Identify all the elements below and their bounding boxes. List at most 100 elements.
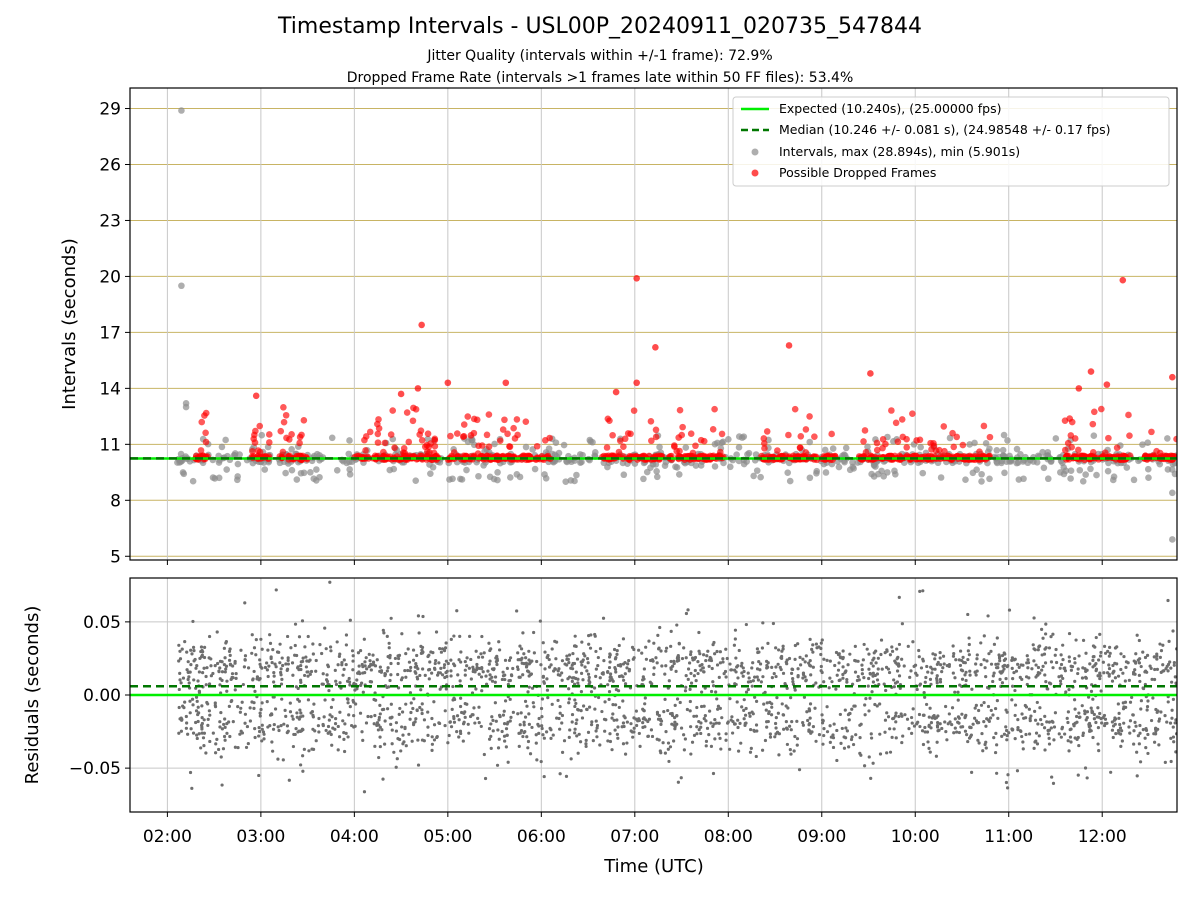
residual-point: [869, 661, 873, 665]
residual-point: [940, 726, 944, 731]
residual-point: [1073, 736, 1077, 740]
residual-point: [991, 674, 995, 678]
residual-point: [516, 651, 520, 655]
dropped-frame-point: [791, 405, 799, 413]
x-tick-label: 04:00: [330, 827, 379, 847]
residual-point: [234, 676, 238, 680]
residual-point: [700, 690, 704, 694]
residual-point: [697, 630, 701, 635]
residual-point: [714, 721, 719, 725]
residual-point: [608, 732, 612, 736]
residual-point: [382, 631, 386, 635]
residual-point: [525, 735, 529, 739]
residual-point: [683, 689, 688, 693]
residual-point: [262, 732, 266, 736]
residual-point: [1076, 667, 1080, 671]
residual-point: [532, 630, 536, 635]
residual-point: [575, 734, 579, 738]
interval-point: [714, 439, 721, 447]
residual-point: [716, 704, 721, 708]
residual-point: [1076, 773, 1080, 777]
residual-point: [1121, 671, 1125, 675]
residual-point: [1028, 719, 1032, 723]
residual-point: [314, 658, 318, 663]
residual-point: [1139, 664, 1143, 669]
residual-point: [1038, 706, 1042, 710]
residual-point: [191, 645, 196, 649]
residual-point: [396, 661, 400, 666]
residual-point: [183, 640, 187, 644]
residual-point: [177, 731, 181, 735]
residual-point: [754, 723, 759, 727]
residual-point: [909, 715, 914, 720]
interval-point: [661, 462, 669, 469]
residual-point: [659, 719, 664, 723]
interval-point: [829, 445, 837, 452]
residual-point: [845, 729, 849, 733]
residual-point: [763, 738, 768, 743]
residual-point: [1131, 713, 1135, 717]
residual-point: [676, 656, 680, 660]
residual-point: [984, 746, 988, 750]
residual-point: [956, 715, 961, 719]
residual-point: [770, 676, 774, 680]
residual-point: [280, 677, 284, 681]
residual-point: [1073, 707, 1077, 711]
residual-point: [615, 718, 619, 722]
residual-point: [850, 735, 854, 739]
dropped-frame-point: [473, 416, 481, 424]
residual-point: [430, 748, 434, 752]
residual-point: [606, 683, 610, 687]
residual-point: [825, 658, 829, 662]
residual-point: [412, 697, 416, 701]
residual-point: [746, 687, 750, 692]
residual-point: [641, 717, 645, 721]
residual-point: [418, 673, 422, 678]
residual-point: [756, 678, 761, 682]
residual-point: [699, 721, 703, 725]
residual-point: [289, 646, 293, 650]
residual-point: [475, 662, 479, 667]
residual-point: [400, 632, 404, 636]
residual-point: [283, 708, 287, 712]
residual-point: [240, 700, 244, 704]
interval-point: [1067, 467, 1075, 474]
residual-point: [1067, 655, 1071, 659]
residual-point: [706, 649, 710, 653]
residual-point: [378, 744, 382, 749]
residual-point: [313, 729, 317, 733]
dropped-frame-point: [280, 418, 288, 426]
residual-point: [893, 681, 898, 685]
residual-point: [747, 676, 751, 680]
residual-point: [883, 730, 887, 734]
residual-point: [311, 642, 315, 646]
legend-intervals-label: Intervals, max (28.894s), min (5.901s): [779, 144, 1020, 159]
interval-point: [231, 452, 239, 459]
x-tick-label: 06:00: [517, 827, 566, 847]
residual-point: [1138, 723, 1142, 728]
residual-point: [1167, 639, 1171, 643]
residual-point: [523, 715, 528, 719]
residual-point: [192, 678, 196, 682]
residual-point: [862, 676, 866, 680]
residual-point: [859, 753, 863, 757]
residual-point: [476, 716, 480, 720]
residual-point: [1016, 718, 1020, 722]
residual-point: [540, 726, 544, 731]
residual-point: [851, 742, 856, 747]
residual-point: [700, 704, 704, 709]
residual-point: [989, 708, 993, 713]
residual-point: [477, 655, 481, 659]
residual-point: [231, 675, 235, 680]
residual-point: [468, 714, 473, 719]
residual-point: [1134, 661, 1138, 665]
residual-point: [675, 697, 680, 701]
residual-point: [953, 726, 957, 730]
interval-point: [531, 465, 539, 473]
residual-point: [1091, 658, 1095, 663]
residual-point: [1166, 598, 1170, 603]
residual-point: [438, 647, 442, 651]
residual-point: [614, 656, 618, 660]
